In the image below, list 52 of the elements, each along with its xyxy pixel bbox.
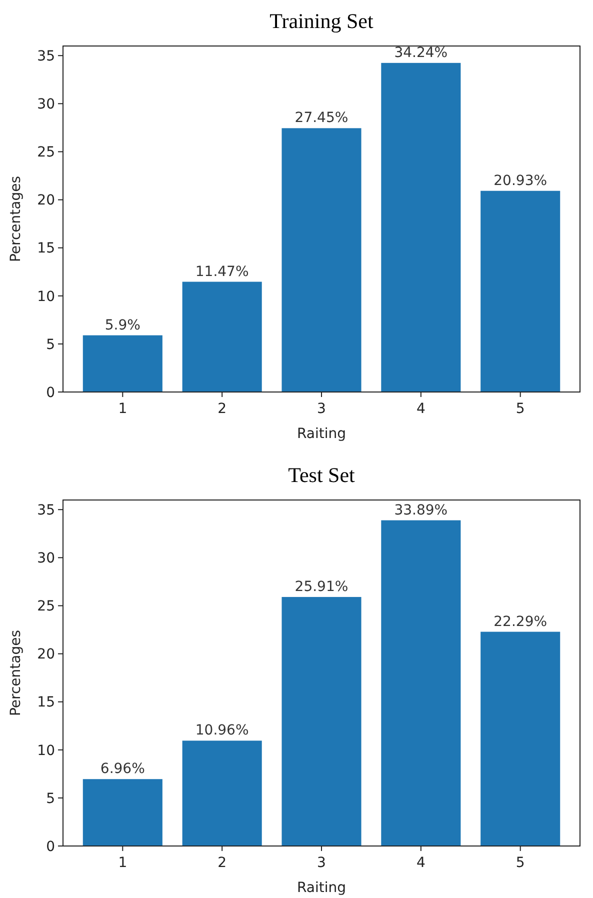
x-tick-label: 5	[516, 855, 525, 871]
chart-title: Test Set	[288, 463, 356, 487]
bar	[480, 190, 560, 392]
x-tick-label: 4	[416, 401, 426, 417]
bar	[282, 128, 362, 392]
y-tick-label: 25	[37, 144, 55, 161]
y-tick-label: 0	[46, 838, 55, 855]
bar	[381, 520, 461, 846]
x-tick-label: 5	[516, 401, 525, 417]
bar	[480, 632, 560, 846]
data-label: 5.9%	[104, 317, 140, 334]
x-tick-label: 4	[416, 855, 426, 871]
y-tick-label: 15	[37, 694, 55, 711]
bar	[82, 779, 162, 846]
data-label: 20.93%	[494, 172, 548, 189]
data-label: 22.29%	[494, 614, 548, 630]
bar	[82, 335, 162, 392]
y-tick-label: 30	[37, 96, 55, 113]
x-tick-label: 1	[118, 855, 128, 871]
y-tick-label: 25	[37, 598, 55, 615]
y-tick-label: 20	[37, 646, 55, 663]
x-tick-label: 3	[317, 401, 326, 417]
bar	[381, 62, 461, 392]
data-label: 33.89%	[394, 502, 448, 518]
y-tick-label: 10	[37, 742, 55, 759]
y-tick-label: 15	[37, 240, 55, 257]
y-tick-label: 5	[46, 336, 55, 353]
data-label: 27.45%	[294, 110, 348, 126]
data-label: 34.24%	[394, 44, 448, 61]
x-axis-title: Raiting	[296, 426, 346, 442]
x-axis-title: Raiting	[296, 880, 346, 896]
y-axis-title: Percentages	[8, 630, 24, 716]
y-tick-label: 0	[46, 384, 55, 401]
y-tick-label: 10	[37, 288, 55, 305]
chart-title: Training Set	[270, 9, 374, 33]
y-tick-label: 30	[37, 550, 55, 567]
y-axis-title: Percentages	[8, 176, 24, 262]
y-tick-label: 20	[37, 192, 55, 209]
x-tick-label: 1	[118, 401, 128, 417]
bar	[282, 596, 362, 846]
y-tick-label: 35	[37, 48, 55, 65]
data-label: 25.91%	[294, 578, 348, 595]
x-tick-label: 2	[218, 855, 227, 871]
bar	[182, 740, 262, 846]
y-tick-label: 35	[37, 502, 55, 519]
x-tick-label: 3	[317, 855, 326, 871]
x-tick-label: 2	[218, 401, 227, 417]
y-tick-label: 5	[46, 790, 55, 807]
data-label: 10.96%	[195, 722, 249, 739]
data-label: 6.96%	[100, 761, 145, 778]
data-label: 11.47%	[195, 264, 249, 280]
bar	[182, 282, 262, 392]
